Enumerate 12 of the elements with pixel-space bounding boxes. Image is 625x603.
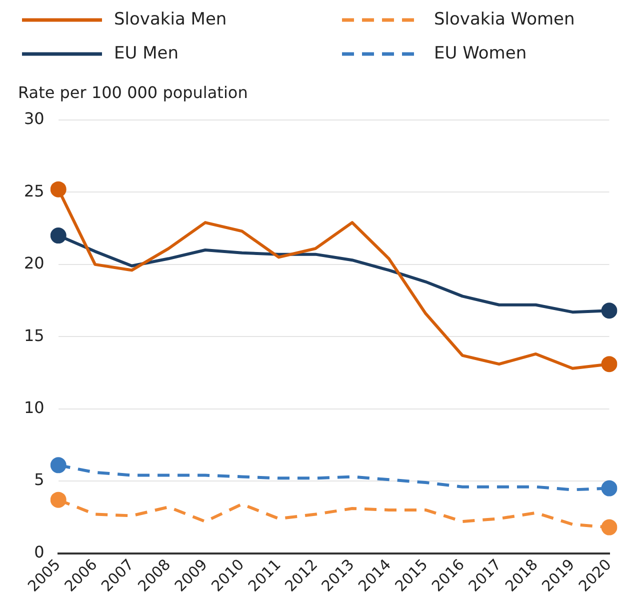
y-tick-label: 20	[24, 254, 44, 273]
legend-label: EU Women	[434, 43, 527, 64]
legend-label: Slovakia Women	[434, 9, 575, 30]
y-tick-label: 10	[24, 398, 44, 418]
legend-label: Slovakia Men	[114, 9, 227, 30]
y-tick-label: 30	[24, 109, 44, 128]
legend-label: EU Men	[114, 43, 178, 64]
y-tick-label: 25	[24, 181, 44, 200]
y-axis-title: Rate per 100 000 population	[18, 83, 248, 102]
y-tick-label: 5	[34, 470, 44, 490]
y-tick-label: 0	[34, 542, 44, 562]
y-tick-label: 15	[24, 326, 44, 345]
